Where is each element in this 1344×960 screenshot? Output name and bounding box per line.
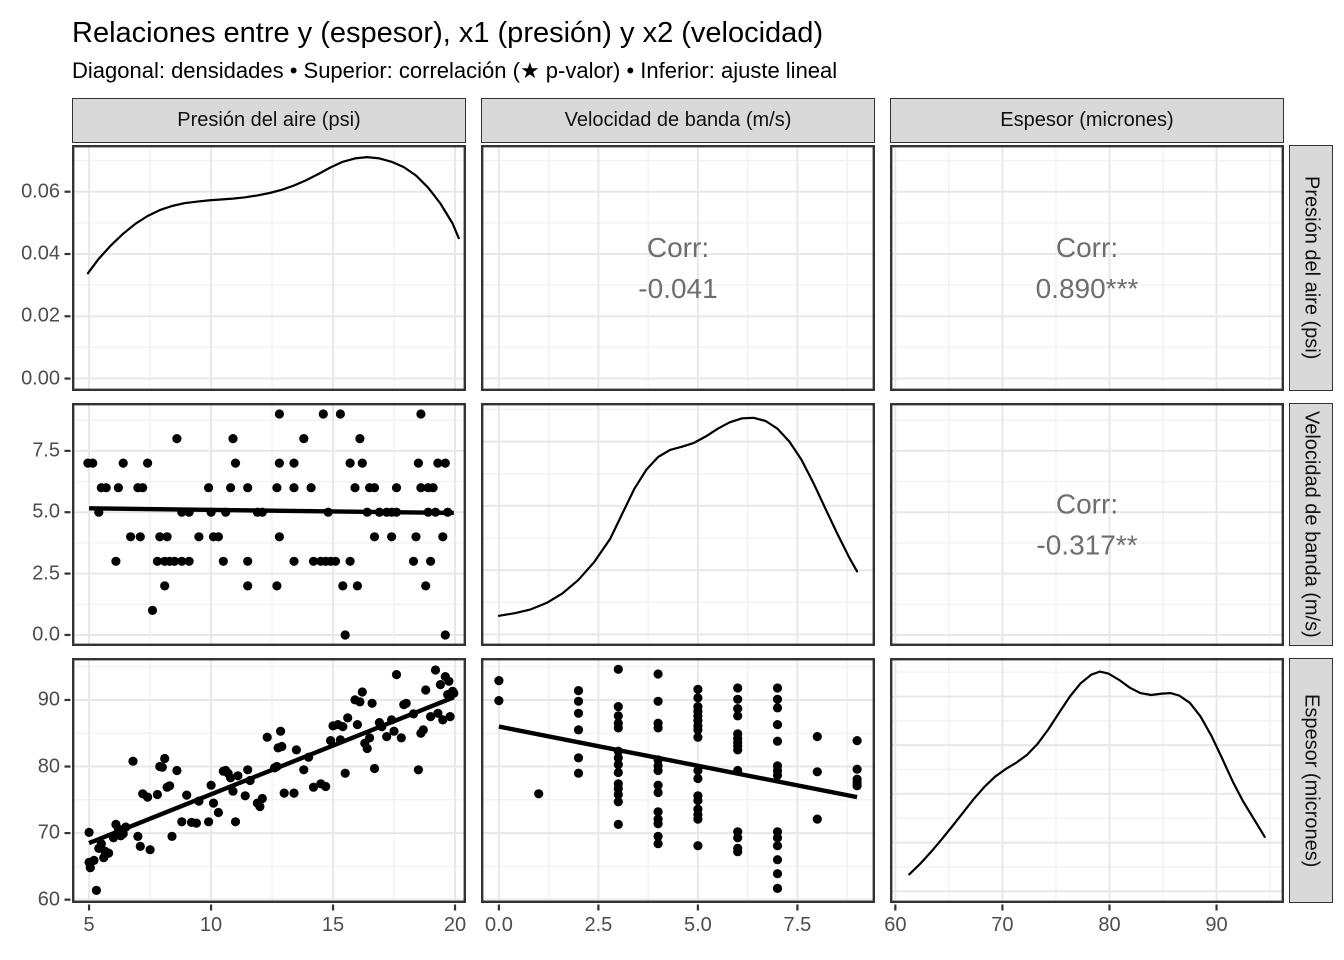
strip-top-espesor: Espesor (micrones) — [890, 98, 1284, 143]
x-tick-label: 70 — [991, 914, 1014, 936]
strip-label: Presión del aire (psi) — [177, 109, 361, 131]
strip-label: Velocidad de banda (m/s) — [1300, 411, 1323, 638]
x-tick-label: 2.5 — [584, 914, 613, 936]
corr-label: Corr: — [1056, 232, 1118, 263]
x-tick-label: 15 — [321, 914, 345, 936]
x-tick-label: 80 — [1098, 914, 1121, 936]
x-tick-label: 0.0 — [485, 914, 513, 936]
x-tick-label: 60 — [884, 914, 907, 936]
x-tick-label: 7.5 — [783, 914, 812, 936]
panel-density-presion — [64, 145, 467, 392]
x-tick-label: 5.0 — [683, 914, 712, 936]
strip-label: Presión del aire (psi) — [1300, 176, 1323, 360]
panel-density-espesor — [890, 658, 1285, 911]
corr-value: 0.890*** — [1036, 273, 1139, 304]
y-tick-label: 0.02 — [21, 304, 60, 327]
plot-subtitle: Diagonal: densidades • Superior: correla… — [72, 58, 838, 83]
x-tick-label: 10 — [199, 914, 223, 936]
corr-value: -0.041 — [638, 273, 717, 304]
y-tick-label: 70 — [37, 821, 60, 844]
y-tick-label: 0.06 — [21, 180, 60, 203]
panel-scatter-velocidad-vs-presion — [64, 403, 467, 647]
y-tick-label: 80 — [37, 755, 60, 777]
strip-right-espesor: Espesor (micrones) — [1289, 658, 1333, 903]
strip-label: Espesor (micrones) — [1300, 693, 1323, 868]
x-tick-label: 5 — [83, 914, 95, 936]
y-tick-label: 2.5 — [32, 562, 60, 585]
strip-top-velocidad: Velocidad de banda (m/s) — [481, 98, 875, 143]
plot-title: Relaciones entre y (espesor), x1 (presió… — [72, 17, 824, 49]
strip-right-velocidad: Velocidad de banda (m/s) — [1289, 403, 1333, 646]
panel-density-velocidad — [481, 403, 876, 647]
y-axis-labels-row-3: 60 70 80 90 — [0, 658, 72, 910]
y-tick-label: 60 — [37, 888, 60, 911]
y-tick-label: 0.0 — [32, 623, 60, 646]
x-tick-label: 20 — [443, 914, 467, 936]
x-axis-labels-col-3: 60 70 80 90 — [884, 903, 1284, 949]
panel-corr-velocidad-espesor: Corr: -0.317** — [890, 403, 1285, 647]
strip-label: Espesor (micrones) — [1000, 109, 1174, 131]
panel-corr-presion-velocidad: Corr: -0.041 — [481, 145, 876, 392]
corr-label: Corr: — [647, 232, 709, 263]
y-tick-label: 90 — [37, 688, 60, 711]
strip-right-presion: Presión del aire (psi) — [1289, 145, 1333, 391]
y-tick-label: 7.5 — [32, 439, 60, 462]
panel-scatter-espesor-vs-presion — [64, 658, 467, 911]
corr-label: Corr: — [1056, 489, 1118, 520]
y-axis-labels-row-1: 0.00 0.02 0.04 0.06 — [0, 145, 72, 391]
plot-header: Relaciones entre y (espesor), x1 (presió… — [0, 0, 1344, 84]
strip-top-presion: Presión del aire (psi) — [72, 98, 466, 143]
y-tick-label: 5.0 — [32, 500, 60, 523]
corr-value: -0.317** — [1036, 530, 1137, 561]
x-axis-labels-col-1: 5 10 15 20 — [72, 903, 466, 949]
y-tick-label: 0.04 — [21, 242, 60, 265]
strip-label: Velocidad de banda (m/s) — [564, 109, 792, 131]
x-axis-labels-col-2: 0.0 2.5 5.0 7.5 — [481, 903, 875, 949]
y-tick-label: 0.00 — [21, 367, 60, 390]
panel-corr-presion-espesor: Corr: 0.890*** — [890, 145, 1285, 392]
x-tick-label: 90 — [1205, 914, 1228, 936]
panel-scatter-espesor-vs-velocidad — [481, 658, 876, 911]
y-axis-labels-row-2: 0.0 2.5 5.0 7.5 — [0, 403, 72, 646]
scatterplot-matrix: Presión del aire (psi) Velocidad de band… — [0, 98, 1344, 949]
